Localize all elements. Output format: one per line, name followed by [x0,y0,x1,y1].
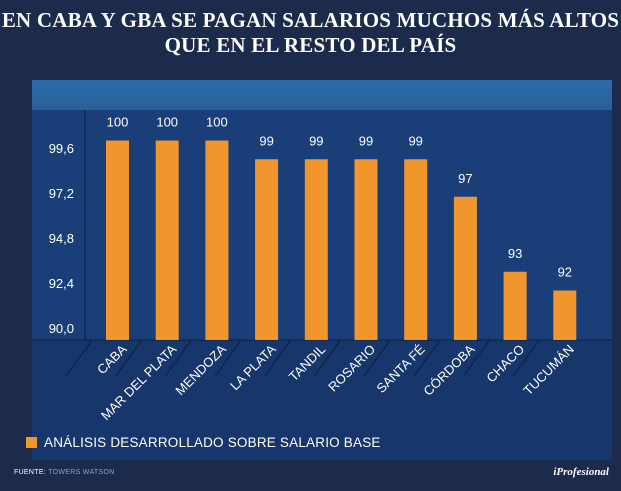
bar-value-label: 99 [309,133,323,148]
bar [106,140,129,340]
x-tick-line [115,339,143,377]
x-tick-line [413,339,441,377]
x-tick-line [314,339,341,377]
x-tick-label: CHACO [483,342,527,386]
bar [304,159,328,340]
y-tick-label: 97,2 [49,186,74,201]
x-tick-line [363,339,391,377]
bar [255,159,279,340]
x-tick-label: CÓRDOBA [420,341,477,398]
bar [503,271,527,340]
x-tick-line [65,339,93,377]
bar-value-label: 97 [458,171,472,186]
source-label: FUENTE: [14,469,47,476]
brand-logo: iProfesional [553,466,609,478]
bar-value-label: 99 [259,133,273,148]
y-tick-label: 94,8 [49,231,74,246]
bar-value-label: 99 [359,133,373,148]
x-tick-line [214,339,242,377]
x-tick-line [164,339,192,377]
x-tick-line [264,339,292,377]
bar [354,159,378,340]
y-tick-label: 90,0 [49,321,74,336]
x-tick-label: CABA [94,341,130,377]
x-tick-label: TUCUMÁN [520,342,577,399]
bar-value-label: 92 [558,265,572,280]
bar [205,140,229,340]
x-tick-line [463,339,491,377]
y-tick-label: 99,6 [49,141,74,156]
chart-header-band [32,80,612,110]
bar [155,140,179,340]
bar [404,159,428,340]
bar-value-label: 100 [107,115,129,130]
bar [453,196,477,340]
legend-label: ANÁLISIS DESARROLLADO SOBRE SALARIO BASE [44,434,381,450]
source-note: FUENTE: TOWERS WATSON [14,469,115,476]
footer [0,463,621,491]
title-line-1: EN CABA Y GBA SE PAGAN SALARIOS MUCHOS M… [1,8,620,32]
legend: ANÁLISIS DESARROLLADO SOBRE SALARIO BASE [26,432,381,452]
x-tick-label: MENDOZA [172,341,229,398]
x-tick-line [512,339,540,377]
bar-value-label: 100 [156,115,178,130]
bar-value-label: 99 [408,133,422,148]
x-tick-label: TANDIL [286,342,329,385]
bar [553,290,577,340]
legend-swatch [26,436,37,448]
chart-title: EN CABA Y GBA SE PAGAN SALARIOS MUCHOS M… [0,8,621,58]
bar-value-label: 100 [206,115,228,130]
source-value: TOWERS WATSON [48,469,115,476]
bar-value-label: 93 [508,246,522,261]
y-tick-label: 92,4 [49,276,74,291]
title-line-2: QUE EN EL RESTO DEL PAÍS [164,33,457,57]
